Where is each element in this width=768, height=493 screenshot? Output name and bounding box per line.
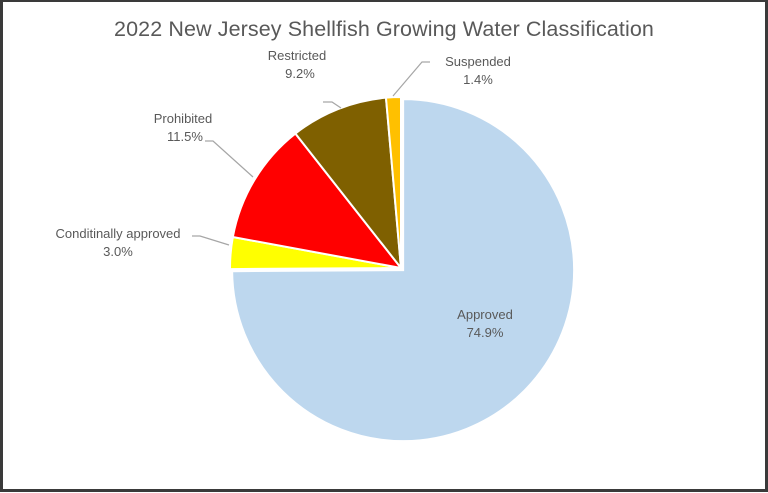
pie-slice-restricted bbox=[293, 96, 403, 272]
label-approved: Approved 74.9% bbox=[440, 306, 530, 342]
label-restricted-name: Restricted bbox=[267, 48, 327, 63]
leader-line-suspended bbox=[392, 61, 430, 97]
chart-title: 2022 New Jersey Shellfish Growing Water … bbox=[114, 17, 654, 41]
label-suspended-pct: 1.4% bbox=[463, 72, 493, 87]
leader-line-prohibited bbox=[205, 140, 254, 178]
label-approved-name: Approved bbox=[457, 307, 513, 322]
label-prohibited-name: Prohibited bbox=[153, 111, 213, 126]
leader-line-restricted bbox=[323, 101, 342, 109]
label-restricted-pct: 9.2% bbox=[285, 66, 315, 81]
label-conditional: Conditinally approved 3.0% bbox=[38, 225, 198, 261]
pie-slice-prohibited bbox=[231, 132, 404, 270]
label-suspended: Suspended 1.4% bbox=[436, 53, 520, 89]
pie-slice-suspended bbox=[384, 95, 402, 269]
label-restricted: Restricted 9.2% bbox=[262, 47, 332, 83]
pie-slice-approved bbox=[231, 98, 576, 443]
leader-line-conditional bbox=[192, 235, 230, 246]
label-suspended-name: Suspended bbox=[445, 54, 511, 69]
label-prohibited: Prohibited 11.5% bbox=[143, 110, 223, 146]
label-conditional-pct: 3.0% bbox=[103, 244, 133, 259]
label-conditional-name: Conditinally approved bbox=[55, 226, 181, 241]
label-prohibited-pct: 11.5% bbox=[167, 129, 203, 144]
label-approved-pct: 74.9% bbox=[466, 325, 504, 340]
